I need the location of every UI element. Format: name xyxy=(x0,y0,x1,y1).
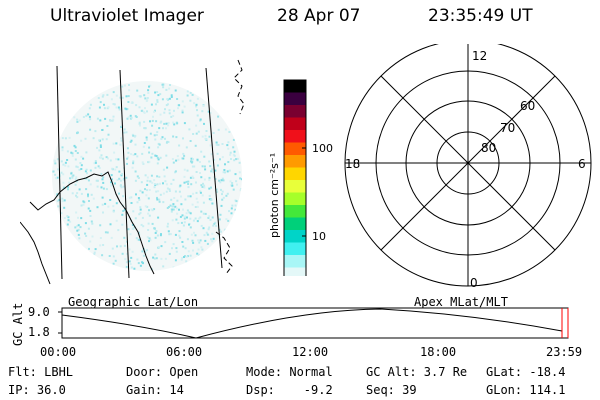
filter-info: Flt: LBHL xyxy=(8,365,74,379)
earth-panel-label: Geographic Lat/Lon xyxy=(68,295,199,309)
instrument-title: Ultraviolet Imager xyxy=(50,6,204,26)
colorbar-segment xyxy=(284,180,306,193)
colorbar-segment xyxy=(284,80,306,93)
colorbar-unit-label: photon cm⁻²s⁻¹ xyxy=(268,153,281,238)
mlat-label-80: 80 xyxy=(481,141,496,155)
timeline-frame xyxy=(61,307,569,339)
seq-info: Seq: 39 xyxy=(366,383,417,397)
colorbar-segment xyxy=(284,105,306,118)
colorbar-segment xyxy=(284,130,306,143)
timeline-ytick-1.8: 1.8 xyxy=(28,325,50,339)
aurora-speckles xyxy=(52,83,242,271)
glon-info: GLon: 114.1 xyxy=(486,383,566,397)
timeline-xtick: 23:59 xyxy=(546,345,583,359)
coastline xyxy=(215,231,233,275)
colorbar-segment xyxy=(284,155,306,168)
orbit-timeline: GC Alt 9.0 1.8 xyxy=(11,303,569,346)
meridian-line xyxy=(56,65,63,280)
timeline-xtick: 12:00 xyxy=(292,345,329,359)
mlt-label-0: 0 xyxy=(470,276,478,290)
colorbar-segment xyxy=(284,242,306,256)
timeline-xtick: 06:00 xyxy=(166,345,203,359)
gc-alt-info: GC Alt: 3.7 Re xyxy=(366,365,468,379)
colorbar-segment xyxy=(284,117,306,131)
colorbar-segment xyxy=(284,255,306,268)
colorbar-segment xyxy=(284,205,306,218)
colorbar-frame xyxy=(283,79,307,276)
coastline xyxy=(20,221,51,285)
colorbar-segment xyxy=(284,217,306,231)
gain-info: Gain: 14 xyxy=(126,383,184,397)
earth-image-panel xyxy=(20,59,245,285)
mode-info: Mode: Normal xyxy=(246,365,333,379)
timeline-xtick: 18:00 xyxy=(420,345,457,359)
colorbar-tick-10: 10 xyxy=(312,230,326,243)
mlat-label-70: 70 xyxy=(500,121,515,135)
meridian-line xyxy=(119,69,130,279)
mlt-label-6: 6 xyxy=(578,157,586,171)
timeline-ylabel: GC Alt xyxy=(11,303,25,346)
colorbar-tick-100: 100 xyxy=(312,142,333,155)
colorbar-segment xyxy=(284,142,306,156)
date-label: 28 Apr 07 xyxy=(277,6,361,26)
colorbar-segment xyxy=(284,92,306,106)
coastline xyxy=(29,171,155,275)
door-info: Door: Open xyxy=(126,365,199,379)
colorbar-segment xyxy=(284,267,306,276)
colorbar-segment xyxy=(284,192,306,206)
polar-panel-label: Apex MLat/MLT xyxy=(414,295,508,309)
colorbar: 100 10 photon cm⁻²s⁻¹ xyxy=(268,79,333,276)
mlt-label-18: 18 xyxy=(345,157,360,171)
altitude-curve xyxy=(61,308,563,339)
earth-disk xyxy=(52,81,242,271)
timeline-xtick: 00:00 xyxy=(40,345,77,359)
glat-info: GLat: -18.4 xyxy=(486,365,566,379)
colorbar-segment xyxy=(284,167,306,181)
mlt-label-12: 12 xyxy=(472,49,487,63)
ip-info: IP: 36.0 xyxy=(8,383,66,397)
dsp-info: Dsp: -9.2 xyxy=(246,383,333,397)
time-label: 23:35:49 UT xyxy=(428,6,533,26)
coastline xyxy=(233,59,245,115)
mlat-label-60: 60 xyxy=(520,99,535,113)
timeline-ytick-9: 9.0 xyxy=(28,305,50,319)
polar-plot: 12 0 18 6 80 70 60 xyxy=(344,44,592,290)
colorbar-segment xyxy=(284,230,306,243)
polar-diagonal xyxy=(380,75,556,251)
